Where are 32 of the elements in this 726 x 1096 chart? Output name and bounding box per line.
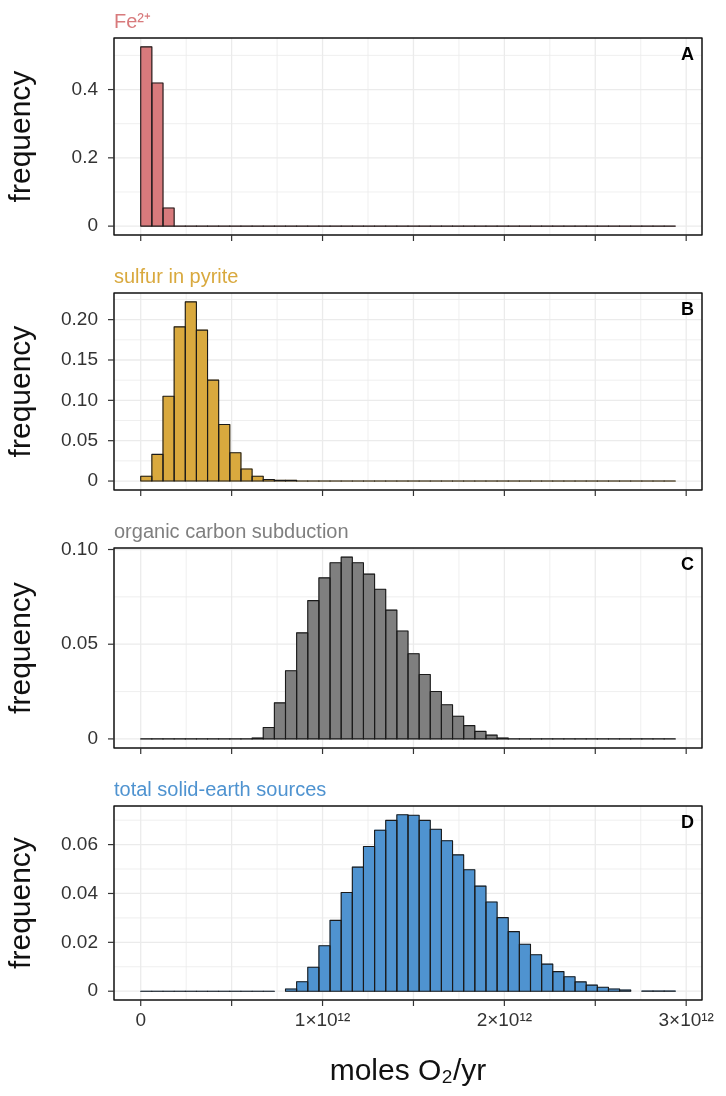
y-tick-label: 0.06 — [61, 832, 98, 854]
y-tick-label: 0 — [87, 214, 98, 236]
chart-title: organic carbon subduction — [114, 519, 349, 542]
chart-title: Fe²⁺ — [114, 9, 151, 32]
y-tick-label: 0.05 — [61, 632, 98, 654]
y-tick-label: 0.15 — [61, 348, 98, 370]
chart-title: total solid-earth sources — [114, 777, 327, 800]
y-tick-label: 0.10 — [61, 537, 98, 559]
annotation: D — [681, 811, 694, 832]
annotation: C — [681, 553, 694, 574]
y-tick-label: 0.4 — [71, 77, 99, 99]
y-tick-label: 0 — [87, 979, 98, 1001]
y-tick-label: 0.10 — [61, 388, 98, 410]
y-axis-title: frequency — [3, 70, 37, 203]
y-tick-label: 0.2 — [71, 146, 98, 168]
x-tick-label: 1×10¹² — [294, 1008, 351, 1030]
y-tick-label: 0.05 — [61, 428, 98, 450]
y-tick-label: 0.04 — [61, 881, 99, 903]
y-tick-label: 0 — [87, 469, 98, 491]
chart-title: sulfur in pyrite — [114, 264, 239, 287]
x-tick-label: 2×10¹² — [476, 1008, 533, 1030]
y-axis-title: frequency — [3, 837, 37, 969]
x-tick-label: 3×10¹² — [658, 1008, 714, 1030]
y-tick-label: 0.20 — [61, 307, 98, 329]
annotation: B — [681, 298, 694, 319]
y-tick-label: 0 — [87, 727, 98, 749]
y-axis-title: frequency — [3, 325, 37, 458]
annotation: A — [681, 43, 694, 64]
y-tick-label: 0.02 — [61, 930, 98, 952]
x-tick-label: 0 — [135, 1008, 147, 1030]
y-axis-title: frequency — [3, 582, 37, 714]
x-axis-title: moles O₂/yr — [329, 1053, 487, 1087]
